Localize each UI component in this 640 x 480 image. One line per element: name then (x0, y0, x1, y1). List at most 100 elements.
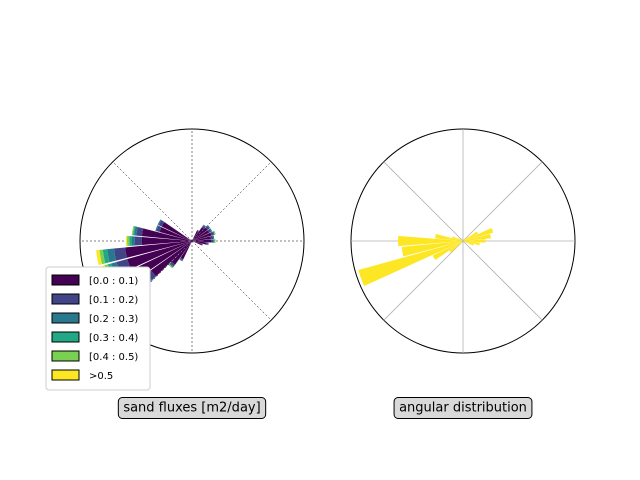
legend-label: >0.5 (89, 371, 113, 382)
wind-bar (192, 230, 210, 241)
polar-grid-line (112, 161, 193, 242)
wind-bar (127, 235, 130, 247)
wind-bar (131, 236, 136, 246)
legend-label: [0.2 : 0.3) (89, 314, 138, 325)
wind-bar (207, 228, 212, 233)
wind-bar (141, 228, 192, 241)
legend-swatch (51, 369, 80, 381)
wind-bar (157, 219, 162, 226)
wind-bar (463, 238, 466, 241)
wind-bar (125, 241, 192, 258)
wind-bar (205, 226, 210, 230)
legend: [0.0 : 0.1) [0.1 : 0.2) [0.2 : 0.3) [0.3 : … (45, 266, 151, 391)
legend-swatch (51, 331, 80, 343)
wind-bar (141, 237, 192, 245)
wind-bar (196, 229, 199, 232)
legend-swatch (51, 293, 80, 305)
wind-bar (168, 264, 174, 269)
wind-bar (107, 248, 117, 263)
wind-bar (206, 242, 208, 245)
legend-label: [0.3 : 0.4) (89, 333, 138, 344)
wind-bar (209, 228, 213, 232)
wind-bar (398, 235, 463, 247)
wind-bar (210, 239, 214, 243)
legend-label: [0.0 : 0.1) (89, 276, 138, 287)
wind-bar (192, 236, 211, 241)
wind-bar (435, 233, 463, 241)
label-box (117, 397, 267, 419)
wind-bar (192, 241, 202, 246)
wind-bar (170, 261, 176, 267)
polar-grid-line (191, 240, 272, 321)
wind-bar (192, 227, 204, 241)
wind-bar (201, 243, 203, 246)
wind-bar (203, 224, 207, 228)
wind-bar (169, 263, 174, 268)
wind-bar (463, 239, 486, 243)
legend-swatch (51, 312, 80, 324)
wind-bar (132, 226, 136, 236)
wind-bar (179, 257, 184, 261)
wind-bar (459, 241, 463, 246)
wind-bar (159, 227, 192, 241)
polar-grid-line (383, 161, 464, 242)
wind-bar (155, 225, 159, 232)
wind-bar (449, 241, 463, 253)
wind-bar (102, 249, 110, 264)
wind-bar (212, 235, 215, 239)
legend-label: [0.4 : 0.5) (89, 352, 138, 363)
label-box (393, 397, 533, 419)
wind-bar (463, 241, 474, 246)
wind-bar (401, 241, 463, 257)
polar-grid-line (462, 161, 543, 242)
wind-bar (212, 231, 215, 236)
wind-bar (192, 227, 208, 241)
legend-label: [0.1 : 0.2) (89, 295, 138, 306)
axis-label: angular distribution (399, 401, 527, 416)
wind-bar (180, 241, 192, 260)
wind-bar (129, 236, 132, 246)
wind-bar (113, 247, 127, 261)
wind-bar (156, 225, 162, 233)
legend-swatch (51, 274, 80, 286)
polar-grid-line (462, 240, 543, 321)
wind-bar (192, 241, 207, 245)
wind-bar (213, 230, 216, 235)
wind-bar (125, 235, 128, 247)
wind-bar (171, 241, 192, 265)
wind-bar (358, 241, 463, 287)
polar-frame (79, 128, 305, 354)
polar-grid-line (191, 161, 272, 242)
wind-bar (96, 249, 103, 266)
wind-bar (207, 242, 209, 246)
wind-bar (201, 225, 206, 230)
wind-bar (463, 237, 468, 241)
wind-bar (213, 239, 215, 243)
wind-bar (192, 232, 212, 241)
wind-bar (150, 241, 192, 277)
wind-bar (210, 235, 214, 240)
wind-bar (161, 221, 192, 241)
wind-bar (136, 241, 192, 276)
wind-bar (214, 239, 216, 243)
wind-bar (179, 258, 183, 262)
wind-bar (432, 241, 463, 261)
wind-bar (463, 231, 479, 241)
wind-bar (452, 236, 463, 241)
wind-bar (207, 225, 211, 229)
wind-bar (463, 227, 494, 241)
polar-grid-line (383, 240, 464, 321)
wind-bar (192, 230, 199, 241)
axis-label: sand fluxes [m2/day] (123, 401, 260, 416)
wind-bar (99, 249, 106, 265)
wind-bar (463, 233, 491, 241)
wind-bar (463, 241, 480, 246)
wind-bar (192, 239, 212, 243)
wind-bar (134, 226, 138, 236)
legend-swatch (51, 350, 80, 362)
wind-bar (136, 226, 144, 237)
wind-bar (134, 236, 142, 246)
wind-bar (127, 241, 192, 269)
